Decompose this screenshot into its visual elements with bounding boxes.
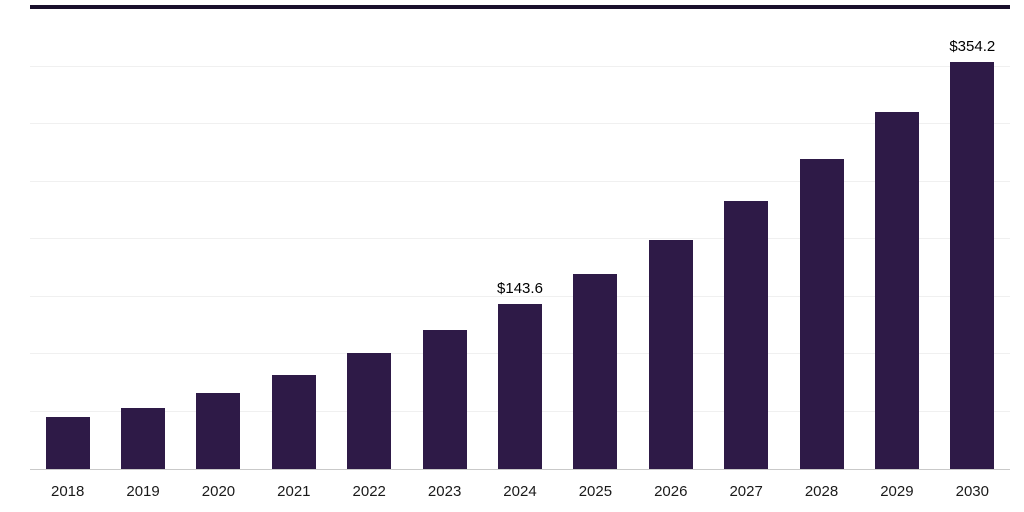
bar-2021 <box>271 374 316 469</box>
bar-slot-2024: $143.6 <box>482 9 557 469</box>
bar-2025 <box>573 273 618 469</box>
x-tick-label-2021: 2021 <box>277 483 311 500</box>
x-tick-label-2018: 2018 <box>51 483 85 500</box>
bar-slot-2023 <box>407 9 482 469</box>
bar-2029 <box>874 111 919 469</box>
bar-2030 <box>950 61 995 469</box>
x-axis: 2018 2019 2020 2021 2022 2023 2024 2025 2026 2027… <box>30 471 1010 512</box>
bar-2024 <box>497 303 542 469</box>
bar-slot-2029 <box>859 9 934 469</box>
bar-2018 <box>45 417 90 469</box>
x-tick-label-2026: 2026 <box>654 483 688 500</box>
bar-slot-2021 <box>256 9 331 469</box>
gridline <box>30 180 1010 182</box>
bar-2020 <box>196 393 241 469</box>
bar-slot-2028 <box>784 9 859 469</box>
gridline <box>30 295 1010 297</box>
gridline <box>30 123 1010 124</box>
bar-slot-2027 <box>708 9 783 469</box>
bar-slot-2020 <box>181 9 256 469</box>
bar-slot-2022 <box>332 9 407 469</box>
plot-area: $143.6 $354.2 <box>30 5 1010 470</box>
x-tick-label-2020: 2020 <box>201 483 236 500</box>
x-tick-label-2024: 2024 <box>503 483 537 500</box>
gridline <box>30 65 1010 67</box>
bar-value-label-2030: $354.2 <box>949 37 996 55</box>
gridline <box>30 238 1010 239</box>
x-tick-label-2022: 2022 <box>352 483 386 500</box>
bar-2027 <box>724 200 769 469</box>
bar-slot-2030: $354.2 <box>935 9 1010 469</box>
bar-slot-2026 <box>633 9 708 469</box>
bar-value-label-2024: $143.6 <box>497 279 543 297</box>
x-tick-label-2027: 2027 <box>729 483 763 500</box>
x-tick-label-2028: 2028 <box>804 483 839 500</box>
bar-2023 <box>422 329 467 469</box>
x-tick-label-2023: 2023 <box>427 483 462 500</box>
bar-2022 <box>347 353 392 469</box>
x-tick-label-2030: 2030 <box>955 483 989 500</box>
bar-slot-2018 <box>30 9 105 469</box>
x-tick-label-2029: 2029 <box>880 483 914 500</box>
x-tick-label-2025: 2025 <box>578 483 613 500</box>
bar-slot-2025 <box>558 9 633 469</box>
bar-2026 <box>648 240 693 469</box>
bar-slot-2019 <box>105 9 180 469</box>
x-tick-label-2019: 2019 <box>126 483 160 500</box>
bar-2028 <box>799 158 844 469</box>
bar-2019 <box>121 408 166 469</box>
